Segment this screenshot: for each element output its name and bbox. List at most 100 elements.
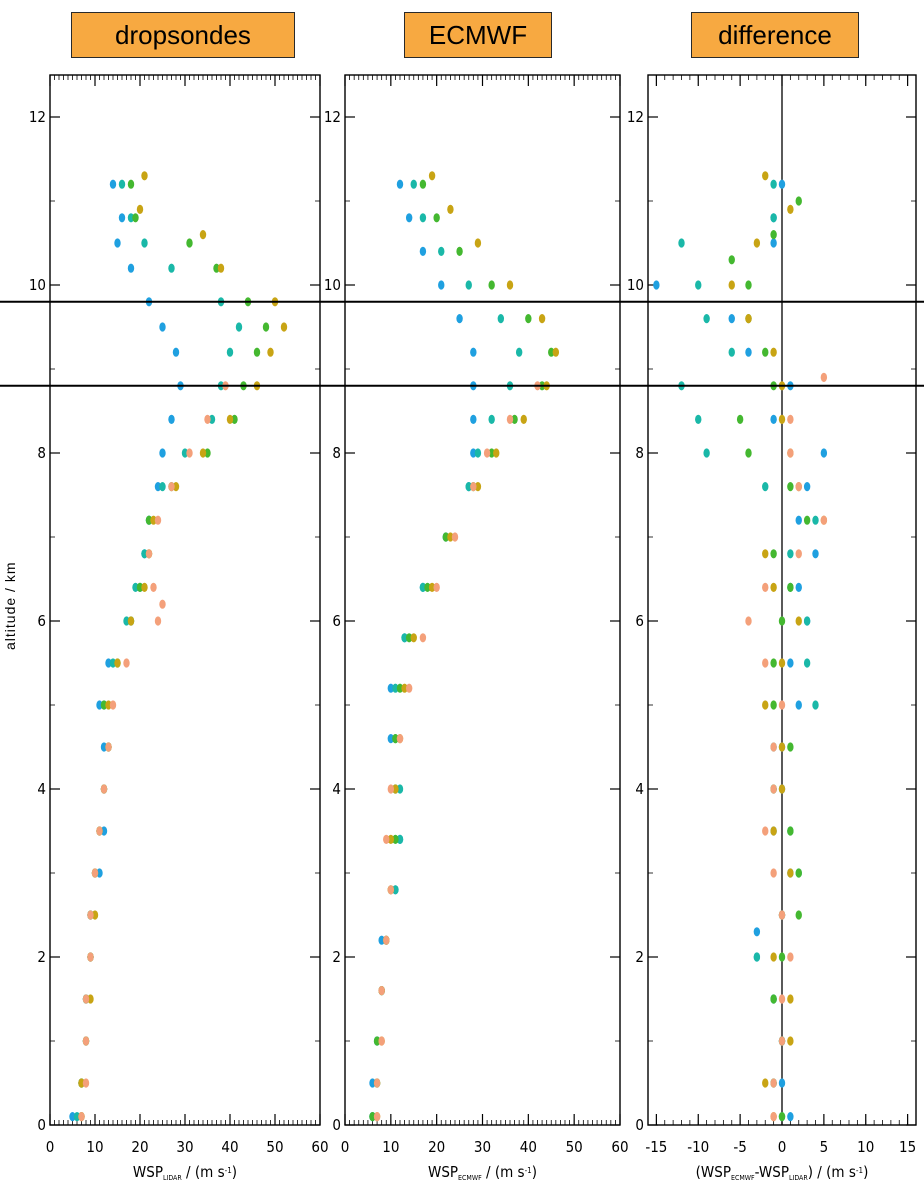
data-point-green <box>736 414 744 424</box>
data-point-blue <box>100 826 108 836</box>
data-point-olive <box>795 616 802 626</box>
data-point-teal <box>235 322 243 332</box>
data-point-teal <box>132 582 139 593</box>
x-tick-label: 10 <box>857 1138 874 1156</box>
data-point-salmon <box>419 633 427 643</box>
x-tick-label: 5 <box>820 1138 829 1156</box>
data-point-olive <box>114 658 121 668</box>
data-point-teal <box>208 414 216 424</box>
data-point-salmon <box>168 482 175 492</box>
x-axis-label: WSPLIDAR / (m s-1) <box>133 1163 237 1182</box>
data-point-salmon <box>105 742 112 752</box>
data-point-olive <box>787 994 794 1004</box>
y-tick-label: 2 <box>37 948 46 966</box>
data-point-olive <box>401 683 408 693</box>
data-point-olive <box>778 784 786 794</box>
data-point-olive <box>428 582 436 593</box>
data-point-olive <box>474 482 482 492</box>
data-point-teal <box>392 885 399 895</box>
x-tick-label: -10 <box>687 1138 709 1156</box>
data-point-green <box>787 742 794 752</box>
data-point-green <box>795 196 802 206</box>
data-point-blue <box>745 347 752 357</box>
data-point-salmon <box>96 826 103 836</box>
x-tick-label: -15 <box>645 1138 667 1156</box>
data-point-olive <box>410 633 417 643</box>
data-point-teal <box>762 482 769 492</box>
data-point-salmon <box>383 834 390 845</box>
data-point-green <box>392 734 399 744</box>
y-tick-label: 6 <box>37 612 46 630</box>
data-point-salmon <box>762 582 769 593</box>
data-point-teal <box>127 213 135 223</box>
data-point-olive <box>770 826 777 836</box>
data-point-teal <box>392 683 399 693</box>
data-point-green <box>803 515 811 525</box>
data-point-teal <box>703 314 710 324</box>
y-tick-label: 10 <box>324 276 341 294</box>
data-point-olive <box>199 448 207 458</box>
data-point-olive <box>753 238 761 248</box>
data-point-blue <box>470 347 477 357</box>
data-point-blue <box>803 482 811 492</box>
data-point-teal <box>396 834 404 845</box>
data-point-blue <box>378 935 385 945</box>
data-point-salmon <box>100 784 108 794</box>
data-point-olive <box>226 414 234 424</box>
x-tick-label: 20 <box>428 1138 445 1156</box>
data-point-teal <box>181 448 189 458</box>
data-point-salmon <box>795 482 802 492</box>
data-point-teal <box>803 616 811 626</box>
data-point-teal <box>812 515 819 525</box>
data-point-salmon <box>159 599 166 609</box>
data-point-olive <box>787 204 794 214</box>
data-point-green <box>795 910 802 920</box>
data-point-blue <box>795 582 802 593</box>
data-point-green <box>253 347 261 357</box>
data-point-green <box>100 700 108 710</box>
y-tick-label: 8 <box>635 444 644 462</box>
data-point-salmon <box>373 1078 381 1088</box>
data-point-olive <box>778 414 786 424</box>
data-point-green <box>770 658 777 668</box>
x-tick-label: 50 <box>566 1138 583 1156</box>
data-point-green <box>396 683 404 693</box>
data-point-blue <box>795 700 802 710</box>
x-tick-label: 0 <box>46 1138 55 1156</box>
y-tick-label: 0 <box>332 1116 341 1134</box>
data-point-teal <box>695 414 702 424</box>
data-point-olive <box>520 414 527 424</box>
data-point-teal <box>109 658 117 668</box>
data-point-salmon <box>154 515 162 525</box>
data-point-green <box>369 1112 376 1122</box>
data-point-teal <box>678 238 685 248</box>
data-point-blue <box>653 280 660 290</box>
panel-label-ecmwf: ECMWF <box>404 12 552 58</box>
data-point-olive <box>762 700 769 710</box>
data-point-green <box>770 230 777 240</box>
data-point-teal <box>770 179 777 189</box>
data-point-salmon <box>778 994 786 1004</box>
data-point-teal <box>728 347 735 357</box>
data-point-green <box>778 616 786 626</box>
data-point-olive <box>267 347 274 357</box>
data-point-olive <box>770 952 777 962</box>
y-tick-label: 0 <box>37 1116 46 1134</box>
y-tick-label: 4 <box>37 780 46 798</box>
y-tick-label: 10 <box>627 276 644 294</box>
x-axis-label: WSPECMWF / (m s-1) <box>428 1163 537 1182</box>
data-point-blue <box>100 742 108 752</box>
y-tick-label: 4 <box>332 780 341 798</box>
x-tick-label: 0 <box>778 1138 787 1156</box>
y-tick-label: 12 <box>29 108 46 126</box>
data-point-green <box>745 280 752 290</box>
data-point-teal <box>465 482 472 492</box>
data-point-green <box>770 700 777 710</box>
data-point-salmon <box>787 952 794 962</box>
data-point-teal <box>465 280 472 290</box>
data-point-salmon <box>82 994 90 1004</box>
data-point-salmon <box>483 448 491 458</box>
data-point-salmon <box>387 784 395 794</box>
data-point-salmon <box>745 616 752 626</box>
